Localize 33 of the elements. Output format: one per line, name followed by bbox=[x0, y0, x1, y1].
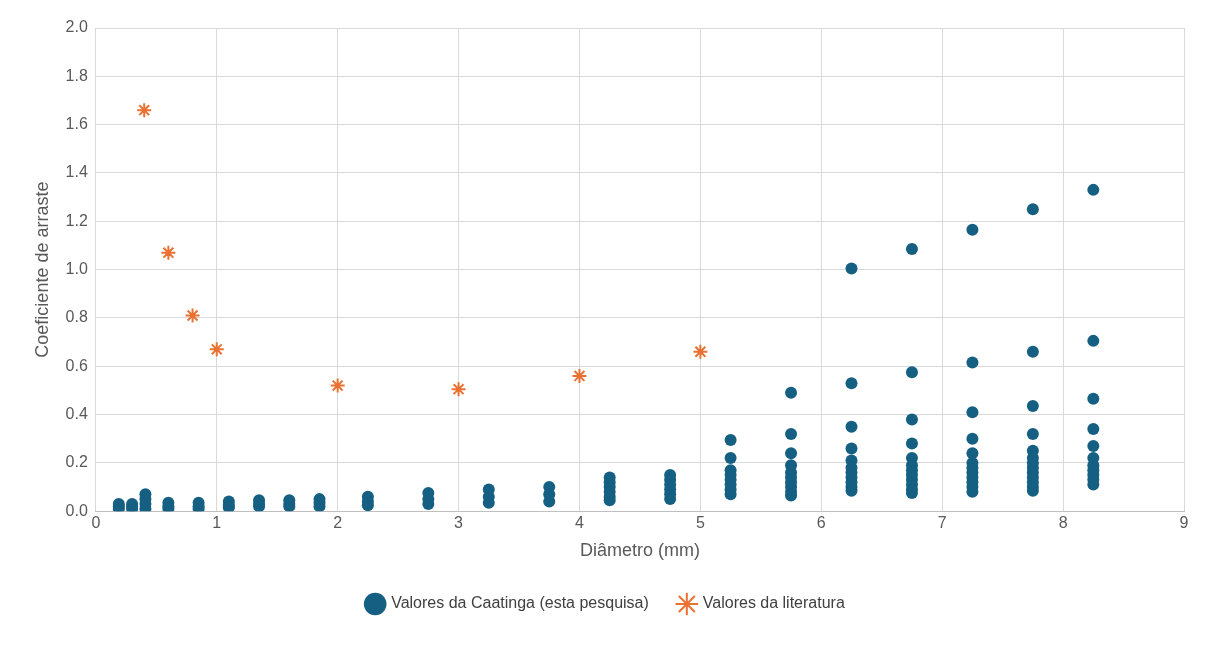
x-axis-title: Diâmetro (mm) bbox=[579, 540, 700, 561]
point bbox=[450, 381, 467, 398]
point bbox=[184, 307, 201, 324]
x-tick-label: 6 bbox=[816, 514, 826, 532]
y-tick-label: 0.0 bbox=[65, 501, 88, 519]
point bbox=[571, 367, 588, 384]
point bbox=[329, 377, 346, 394]
y-tick-label: 0.8 bbox=[65, 308, 88, 326]
legend-label: Valores da literatura bbox=[702, 594, 845, 612]
point bbox=[208, 341, 225, 358]
y-tick-label: 1.6 bbox=[65, 115, 88, 133]
y-tick-label: 1.0 bbox=[65, 260, 88, 278]
x-tick-label: 5 bbox=[695, 514, 705, 532]
x-tick-label: 9 bbox=[1179, 514, 1189, 532]
y-tick-label: 1.8 bbox=[65, 66, 88, 84]
x-tick-label: 1 bbox=[212, 514, 222, 532]
point bbox=[692, 343, 709, 360]
y-tick-label: 1.4 bbox=[65, 163, 88, 181]
x-tick-label: 3 bbox=[454, 514, 464, 532]
y-tick-label: 1.2 bbox=[65, 211, 88, 229]
x-tick-label: 8 bbox=[1058, 514, 1068, 532]
point bbox=[136, 102, 153, 119]
x-tick-label: 7 bbox=[937, 514, 947, 532]
legend-label: Valores da Caatinga (esta pesquisa) bbox=[391, 594, 649, 612]
x-tick-label: 4 bbox=[575, 514, 585, 532]
y-axis-title: Coeficiente de arraste bbox=[31, 181, 52, 358]
y-tick-label: 0.4 bbox=[65, 404, 88, 422]
y-tick-label: 2.0 bbox=[65, 18, 88, 36]
x-tick-label: 0 bbox=[91, 514, 101, 532]
y-tick-label: 0.2 bbox=[65, 453, 88, 471]
point bbox=[160, 244, 177, 261]
x-tick-label: 2 bbox=[333, 514, 343, 532]
y-tick-label: 0.6 bbox=[65, 356, 88, 374]
